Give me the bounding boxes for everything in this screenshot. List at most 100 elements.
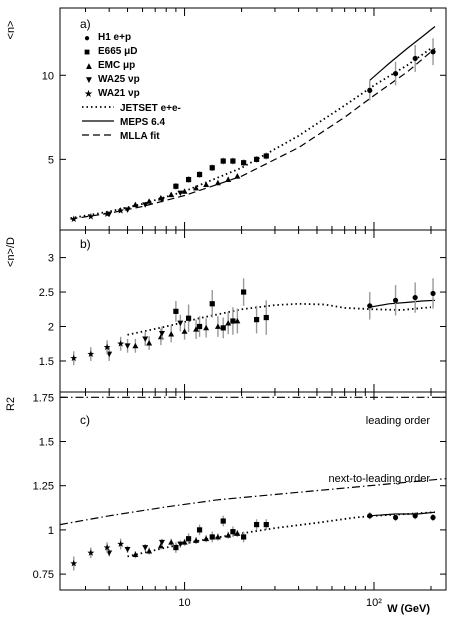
panel-b-point-e665 xyxy=(209,301,215,307)
panel-b-ytick-label: 2 xyxy=(48,322,54,334)
panel-c-point-e665 xyxy=(196,527,203,533)
x-axis-label: W (GeV) xyxy=(387,603,430,615)
panel-c-xtick-label: 10 xyxy=(178,597,190,609)
panel-c-point-emc xyxy=(181,539,188,545)
panel-c-ytick-label: 1.75 xyxy=(33,392,54,404)
panel-a-point-wa25 xyxy=(158,197,165,203)
panel-c-point-wa21 xyxy=(70,559,78,567)
panel-a-curve-meps xyxy=(369,26,436,81)
panel-c-point-emc xyxy=(157,542,164,549)
panel-b-point-e665 xyxy=(220,325,226,331)
panel-c-point-wa21 xyxy=(103,543,111,551)
panel-b-frame xyxy=(59,229,447,393)
panel-a-point-e665 xyxy=(185,176,192,183)
panel-a-point-e665 xyxy=(220,158,226,164)
panel-a-point-wa25 xyxy=(124,207,131,213)
legend-label-e665: E665 μD xyxy=(98,46,137,57)
panel-c-ytick-label: 1 xyxy=(48,525,54,537)
panel-b-ytick-label: 1.5 xyxy=(39,356,54,368)
panel-b-point-emc xyxy=(193,326,200,332)
panel-c-point-emc xyxy=(225,532,232,538)
panel-b-point-e665 xyxy=(185,315,192,321)
panel-c-point-h1 xyxy=(412,513,418,519)
panel-a-point-emc xyxy=(203,181,210,187)
annotation-leading-order: leading order xyxy=(366,415,431,427)
panel-b-label: b) xyxy=(80,237,91,251)
panel-c-point-emc xyxy=(146,548,153,554)
legend-marker-emc: ▲ xyxy=(84,61,94,72)
panel-c-point-emc xyxy=(168,539,175,545)
panel-c-point-wa21 xyxy=(117,540,125,547)
panel-c-label: c) xyxy=(80,413,90,427)
panel-b-point-emc xyxy=(146,340,153,346)
panel-c-point-h1 xyxy=(367,513,373,519)
panel-a-point-h1 xyxy=(430,49,436,55)
panel-a-point-e665 xyxy=(263,153,269,159)
panel-c-point-emc xyxy=(214,533,221,540)
panel-b-point-h1 xyxy=(367,303,373,309)
panel-b-point-wa21 xyxy=(103,343,111,351)
panel-b-point-emc xyxy=(132,342,139,349)
panel-c-point-wa25 xyxy=(142,545,149,551)
panel-c-point-emc xyxy=(234,530,241,536)
panel-a-point-e665 xyxy=(230,158,236,164)
legend-marker-wa21: ★ xyxy=(84,89,93,100)
panel-c-ytick-label: 0.75 xyxy=(33,569,54,581)
panel-b-point-wa21 xyxy=(117,340,125,347)
panel-c-point-wa25 xyxy=(158,539,165,546)
panel-b-point-wa25 xyxy=(158,331,165,337)
panel-c-xtick-label: 10² xyxy=(366,597,382,609)
panel-b-point-e665 xyxy=(253,317,260,323)
panel-c-point-wa21 xyxy=(87,549,95,556)
panel-b-point-emc xyxy=(214,323,221,329)
legend-label-meps: MEPS 6.4 xyxy=(120,117,165,128)
panel-b-ytick-label: 2.5 xyxy=(39,287,54,299)
panel-b-point-emc xyxy=(157,333,164,340)
panel-a-ylabel: <n> xyxy=(5,21,17,40)
panel-a-point-e665 xyxy=(196,171,203,178)
panel-a-point-e665 xyxy=(253,156,260,162)
panel-c-point-h1 xyxy=(430,514,436,521)
legend-marker-wa25: ▼ xyxy=(84,75,94,86)
panel-b-point-wa25 xyxy=(142,336,149,342)
legend-label-h1: H1 e+p xyxy=(98,32,131,43)
panel-a-ytick-label: 10 xyxy=(42,70,54,82)
panel-c-ytick-label: 1.25 xyxy=(33,481,54,493)
panel-a-point-wa21 xyxy=(117,207,125,214)
panel-b: b) <n>/D 1.5 2 2.5 3 xyxy=(5,229,447,393)
panel-a-point-h1 xyxy=(412,55,418,62)
panel-b-point-e665 xyxy=(173,308,179,314)
legend: ● H1 e+p ■ E665 μD ▲ EMC μp ▼ WA25 νp ★ … xyxy=(82,32,181,142)
panel-a-point-wa21 xyxy=(70,215,78,222)
panel-a: a) <n> ● H1 e+p ■ E665 μD ▲ EMC μp ▼ WA2… xyxy=(5,7,447,231)
panel-a-point-h1 xyxy=(392,70,399,77)
panel-b-point-emc xyxy=(203,324,210,331)
panel-c-point-e665 xyxy=(220,518,226,524)
panel-b-ylabel: <n>/D xyxy=(5,237,17,267)
panel-c-point-e665 xyxy=(241,534,247,540)
panel-b-point-e665 xyxy=(241,289,247,295)
panel-c-point-e665 xyxy=(173,544,179,551)
panel-a-point-emc xyxy=(225,176,232,182)
panel-c: c) R2 leading order next-to-leading orde… xyxy=(5,391,447,615)
panel-c-point-e665 xyxy=(185,536,192,542)
panel-a-label: a) xyxy=(80,17,91,31)
panel-c-curve-meps xyxy=(369,511,436,517)
legend-marker-e665: ■ xyxy=(84,47,90,58)
panel-b-point-emc xyxy=(234,317,241,324)
panel-c-ylabel: R2 xyxy=(5,397,17,411)
panel-c-point-e665 xyxy=(263,521,269,528)
panel-a-point-emc xyxy=(181,188,188,194)
panel-b-point-wa21 xyxy=(70,354,78,362)
legend-label-jetset: JETSET e+e- xyxy=(120,103,181,114)
panel-b-point-e665 xyxy=(263,314,269,321)
panel-b-point-wa25 xyxy=(177,320,184,327)
panel-c-point-wa25 xyxy=(124,546,131,553)
panel-a-point-emc xyxy=(214,179,221,186)
panel-a-point-wa25 xyxy=(142,202,149,208)
panel-c-curve-nlo xyxy=(59,478,447,526)
panel-a-point-emc xyxy=(234,173,241,179)
legend-label-wa21: WA21 νp xyxy=(98,88,140,99)
panel-b-point-wa21 xyxy=(87,350,95,357)
